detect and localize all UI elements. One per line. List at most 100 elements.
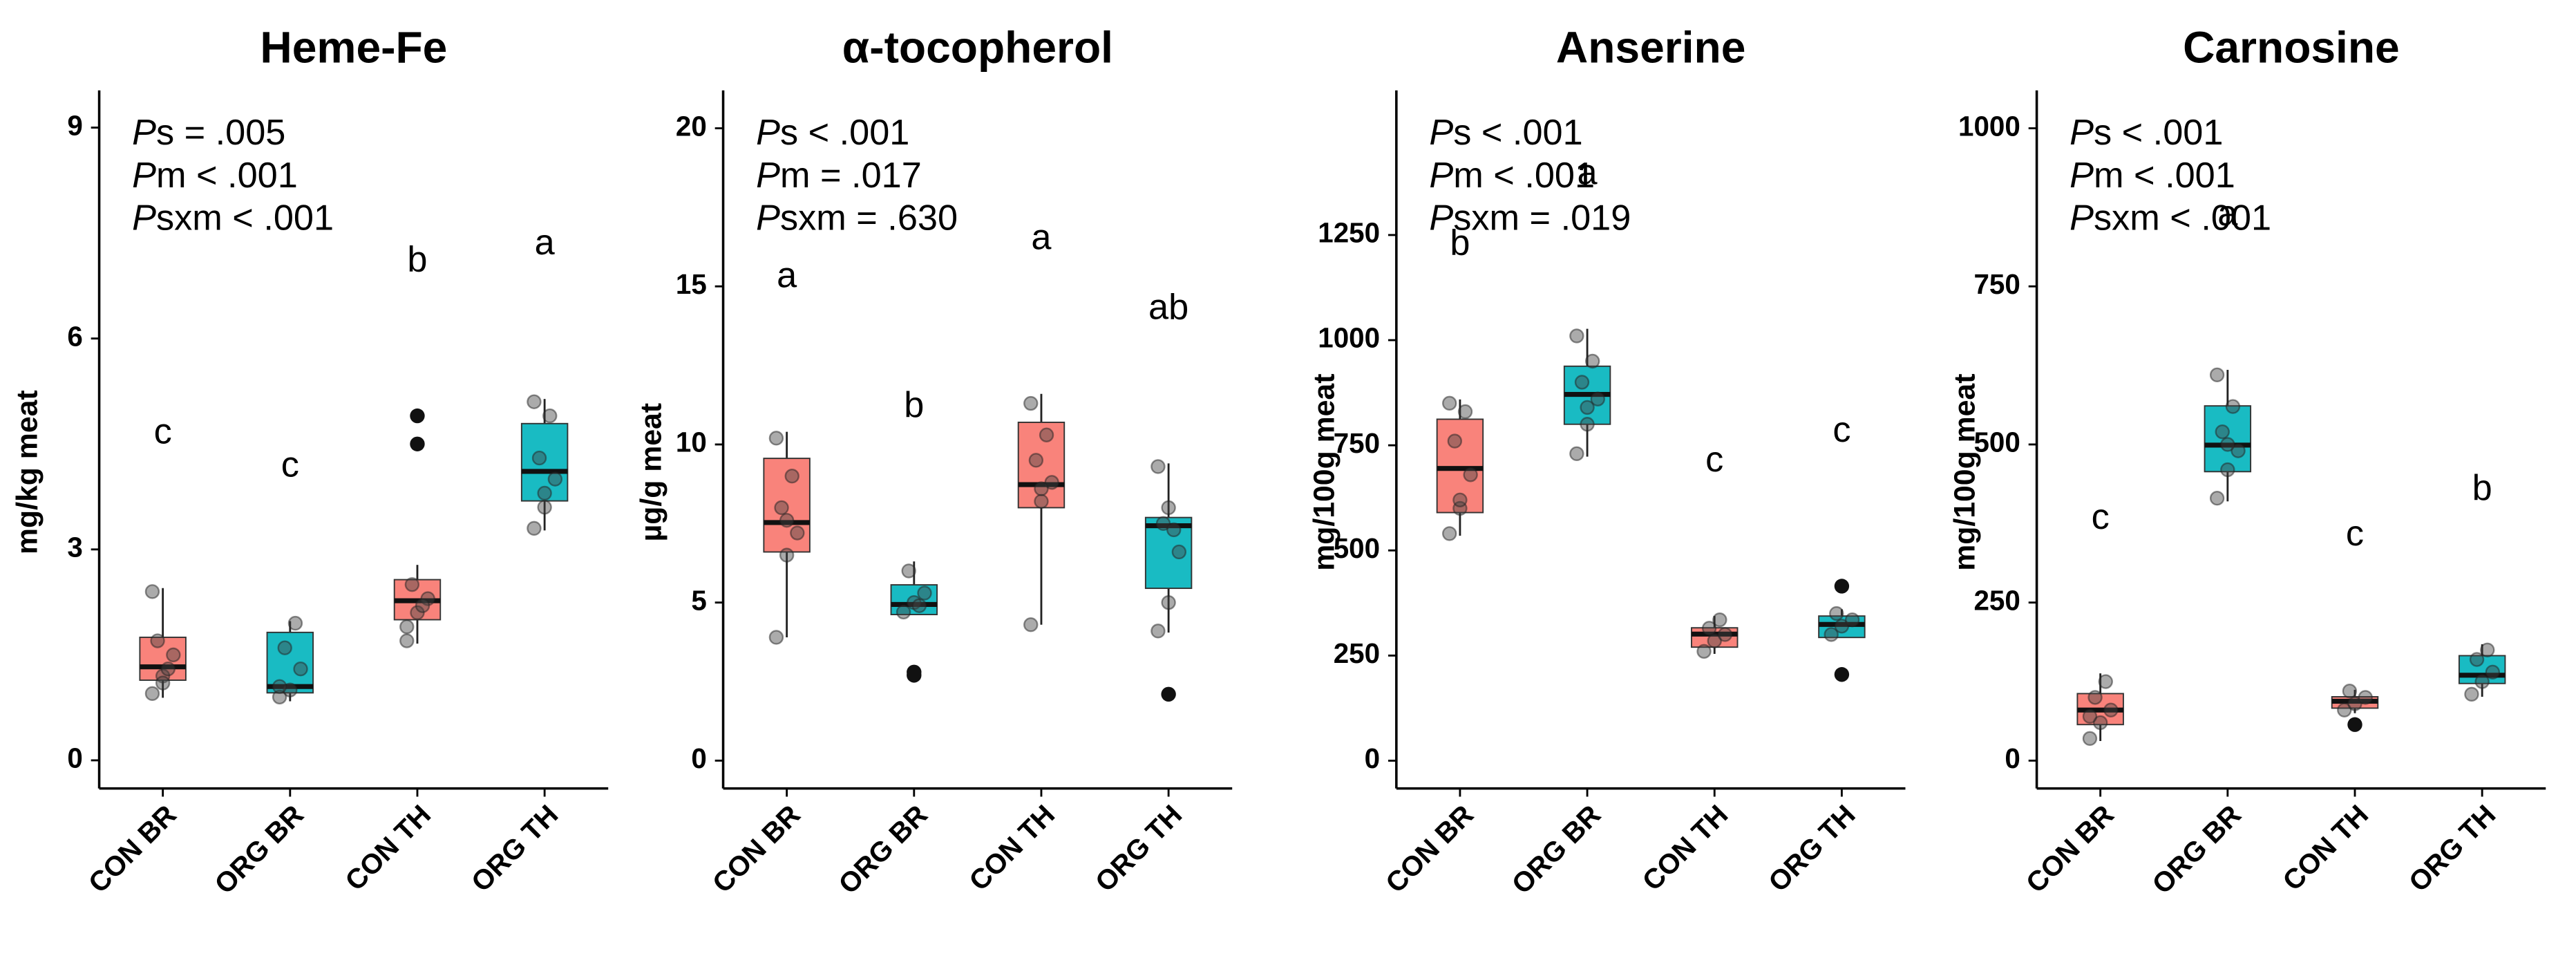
significance-letter: a — [1031, 218, 1052, 258]
data-point — [2209, 491, 2225, 506]
data-point — [399, 619, 415, 635]
data-point — [1452, 492, 1468, 507]
p-value: Psxm < .001 — [2070, 198, 2271, 238]
outlier — [1834, 667, 1850, 682]
data-point — [2087, 690, 2103, 705]
data-point — [155, 675, 171, 691]
data-point — [1584, 353, 1600, 369]
data-point — [399, 633, 415, 648]
x-tick-label: ORG BR — [1506, 798, 1607, 900]
x-tick-label: CON BR — [1379, 798, 1479, 899]
p-symbol: P — [756, 156, 780, 196]
data-point — [287, 615, 303, 631]
data-point — [1829, 606, 1844, 621]
data-point — [144, 686, 160, 702]
y-tick-label: 750 — [1973, 268, 2020, 300]
data-point — [542, 408, 558, 424]
x-tick-label: ORG BR — [208, 798, 310, 900]
significance-letter: c — [281, 444, 299, 485]
data-point — [531, 450, 547, 466]
p-text: sxm < .001 — [156, 198, 334, 238]
data-point — [2209, 367, 2225, 383]
y-tick-label: 0 — [691, 742, 706, 774]
significance-letter: b — [1450, 223, 1470, 263]
data-point — [779, 547, 795, 563]
y-axis-label: µg/g meat — [634, 403, 667, 542]
data-point — [2469, 652, 2485, 667]
p-symbol: P — [756, 198, 780, 238]
y-tick-label: 20 — [676, 110, 707, 142]
p-text: s < .001 — [780, 113, 909, 153]
p-text: s = .005 — [156, 113, 285, 153]
data-point — [1044, 475, 1059, 490]
data-point — [1150, 459, 1166, 474]
panel-title: α-tocopherol — [842, 22, 1113, 72]
data-point — [2082, 731, 2098, 747]
y-tick-label: 0 — [2005, 742, 2020, 774]
data-point — [404, 577, 420, 592]
data-point — [547, 471, 563, 487]
x-tick-label: CON TH — [963, 798, 1061, 897]
data-point — [1171, 544, 1187, 560]
data-point — [166, 647, 181, 663]
x-tick-label: ORG BR — [832, 798, 934, 900]
outlier — [410, 436, 425, 451]
data-point — [1034, 494, 1049, 509]
p-value: Psxm = .019 — [1429, 198, 1631, 238]
x-tick-label: ORG TH — [465, 798, 565, 898]
data-point — [917, 585, 932, 601]
data-point — [2220, 437, 2235, 452]
data-point — [1023, 395, 1039, 411]
p-value: Pm = .017 — [756, 156, 922, 196]
data-point — [415, 598, 430, 613]
p-text: m < .001 — [2094, 156, 2235, 196]
panel-title: Anserine — [1556, 22, 1745, 72]
significance-letter: c — [154, 412, 172, 452]
y-tick-label: 15 — [676, 268, 707, 300]
data-point — [2103, 702, 2119, 718]
data-point — [272, 689, 287, 705]
significance-letter: a — [2217, 194, 2238, 234]
p-symbol: P — [1429, 113, 1453, 153]
x-tick-label: ORG BR — [2146, 798, 2247, 900]
x-tick-label: CON TH — [1636, 798, 1734, 897]
y-tick-label: 250 — [1334, 637, 1380, 669]
data-point — [1457, 404, 1473, 420]
data-point — [2215, 424, 2230, 440]
p-value: Ps = .005 — [132, 113, 285, 153]
p-value: Pm < .001 — [2070, 156, 2235, 196]
data-point — [1442, 395, 1457, 411]
p-symbol: P — [132, 156, 156, 196]
y-axis-label: mg/kg meat — [10, 390, 44, 554]
data-point — [2464, 686, 2479, 702]
data-point — [779, 513, 795, 528]
data-point — [1442, 526, 1457, 541]
p-text: sxm = .630 — [780, 198, 958, 238]
y-tick-label: 9 — [67, 109, 82, 141]
data-point — [1034, 481, 1049, 496]
data-point — [160, 662, 176, 677]
p-value: Psxm < .001 — [132, 198, 334, 238]
data-point — [2358, 690, 2373, 705]
data-point — [150, 633, 165, 648]
data-point — [1161, 594, 1176, 610]
x-tick-label: ORG TH — [1089, 798, 1188, 898]
p-value: Psxm = .630 — [756, 198, 958, 238]
data-point — [527, 521, 542, 536]
p-text: s < .001 — [2094, 113, 2223, 153]
y-tick-label: 3 — [67, 531, 82, 563]
data-point — [768, 431, 784, 446]
significance-letter: c — [2346, 514, 2364, 554]
y-tick-label: 10 — [676, 427, 707, 458]
data-point — [774, 500, 789, 516]
significance-letter: ab — [1148, 287, 1188, 327]
y-axis-label: mg/100g meat — [1308, 374, 1341, 571]
outlier — [410, 408, 425, 424]
p-value: Pm < .001 — [132, 156, 298, 196]
significance-letter: a — [1578, 153, 1598, 193]
p-symbol: P — [2070, 198, 2094, 238]
data-point — [1161, 500, 1176, 516]
data-point — [2485, 664, 2501, 679]
y-tick-label: 500 — [1973, 427, 2020, 458]
